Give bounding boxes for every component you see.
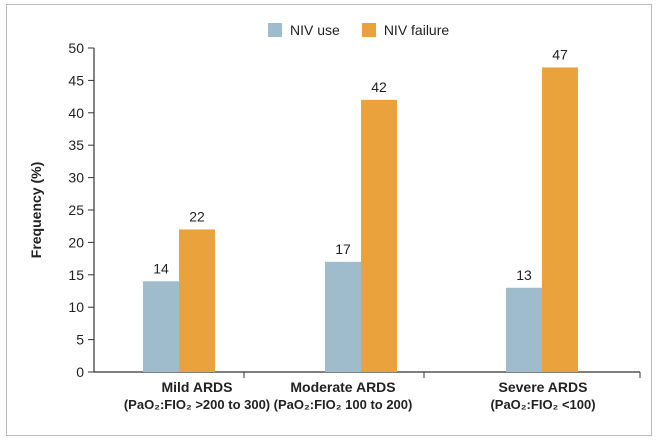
legend-label-niv-use: NIV use	[290, 22, 340, 38]
y-tick-label: 25	[68, 202, 84, 218]
bar	[179, 229, 215, 372]
category-name: Mild ARDS	[161, 379, 233, 395]
bar-value-label: 17	[335, 241, 351, 257]
bar-value-label: 22	[189, 208, 205, 224]
legend-swatch-niv-failure	[361, 23, 376, 37]
category-criteria: (PaO₂:FIO₂ 100 to 200)	[273, 397, 413, 412]
category-label-severe: Severe ARDS (PaO₂:FIO₂ <100)	[443, 378, 643, 414]
y-tick-label: 10	[68, 299, 84, 315]
category-criteria: (PaO₂:FIO₂ <100)	[490, 397, 596, 412]
bar	[143, 281, 179, 372]
category-label-moderate: Moderate ARDS (PaO₂:FIO₂ 100 to 200)	[243, 378, 443, 414]
legend-swatch-niv-use	[268, 23, 282, 37]
bar	[542, 67, 578, 372]
y-tick-label: 45	[68, 72, 84, 88]
bar	[325, 261, 361, 372]
y-tick-label: 5	[76, 332, 84, 348]
legend-item-niv-use: NIV use	[268, 22, 340, 38]
y-tick-label: 20	[68, 234, 84, 250]
bar-value-label: 47	[552, 46, 568, 62]
bar-value-label: 14	[153, 260, 169, 276]
bar-value-label: 13	[516, 267, 532, 283]
bar-value-label: 42	[371, 79, 387, 95]
y-tick-label: 50	[68, 40, 84, 56]
y-tick-label: 30	[68, 170, 84, 186]
category-name: Severe ARDS	[498, 379, 588, 395]
bar	[361, 99, 397, 372]
bar	[506, 287, 542, 372]
legend-label-niv-failure: NIV failure	[383, 22, 450, 38]
category-criteria: (PaO₂:FIO₂ >200 to 300)	[123, 397, 271, 412]
legend-item-niv-failure: NIV failure	[361, 22, 450, 38]
y-tick-label: 15	[68, 267, 84, 283]
category-label-mild: Mild ARDS (PaO₂:FIO₂ >200 to 300)	[97, 378, 297, 414]
y-tick-label: 35	[68, 137, 84, 153]
category-name: Moderate ARDS	[290, 379, 396, 395]
legend: NIV use NIV failure	[268, 20, 471, 40]
y-tick-label: 40	[68, 105, 84, 121]
y-tick-label: 0	[76, 364, 84, 380]
